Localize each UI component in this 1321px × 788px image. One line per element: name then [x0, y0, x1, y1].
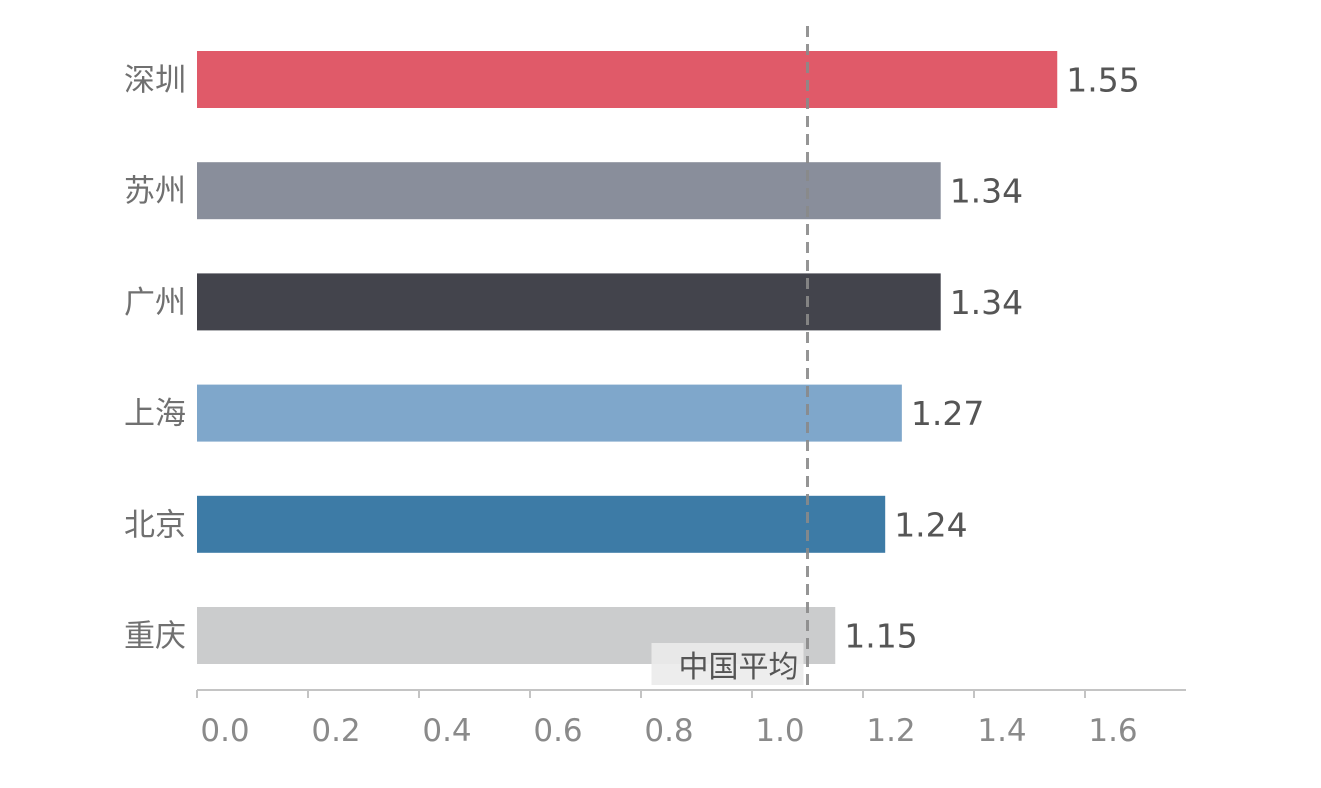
bars-layer — [197, 51, 1058, 664]
x-tick-label: 0.2 — [311, 713, 360, 749]
value-label: 1.15 — [844, 617, 917, 656]
category-label: 上海 — [124, 396, 186, 432]
category-label: 北京 — [124, 507, 186, 543]
labels-layer: 深圳 1.55 苏州 1.34 广州 1.34 上海 1.27 北京 1.24 重庆 1.15 — [124, 61, 1140, 656]
reference-line-label: 中国平均 — [679, 650, 799, 685]
category-label: 深圳 — [124, 63, 186, 99]
x-tick-label: 0.6 — [533, 713, 582, 749]
x-tick-label: 0.4 — [422, 713, 471, 749]
bar — [197, 162, 941, 220]
bar — [197, 384, 902, 442]
value-label: 1.34 — [950, 283, 1023, 322]
reference-line-group: 中国平均 — [651, 26, 809, 690]
value-label: 1.24 — [894, 505, 967, 544]
x-tick-label: 0.0 — [200, 713, 249, 749]
category-label: 苏州 — [124, 174, 186, 210]
bar — [197, 51, 1058, 108]
x-tick-label: 1.2 — [866, 713, 915, 749]
x-axis: 0.0 0.2 0.4 0.6 0.8 1.0 1.2 1.4 1.6 — [196, 689, 1186, 749]
category-label: 广州 — [124, 285, 186, 321]
bar — [197, 495, 886, 553]
category-label: 重庆 — [124, 619, 186, 655]
value-label: 1.34 — [950, 172, 1023, 211]
reference-label-bg — [651, 643, 804, 685]
x-tick-label: 1.0 — [755, 713, 804, 749]
x-tick-label: 0.8 — [644, 713, 693, 749]
value-label: 1.55 — [1066, 61, 1139, 100]
x-tick-label: 1.4 — [977, 713, 1026, 749]
bar — [197, 273, 941, 331]
x-tick-label: 1.6 — [1088, 713, 1137, 749]
value-label: 1.27 — [911, 394, 984, 433]
